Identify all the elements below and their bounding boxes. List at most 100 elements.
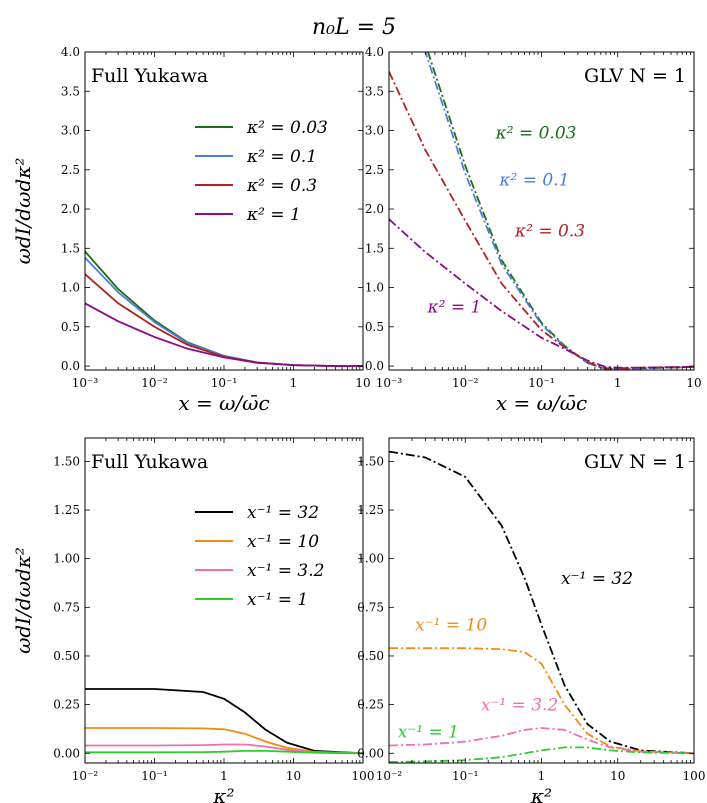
series-line-0 bbox=[85, 688, 363, 755]
panel-label: GLV N = 1 bbox=[584, 65, 686, 87]
y-tick-label: 0.50 bbox=[357, 649, 384, 663]
legend-label-2: x⁻¹ = 3.2 bbox=[247, 561, 324, 581]
series-line-1 bbox=[424, 52, 694, 370]
series-label-1: κ² = 0.1 bbox=[498, 170, 569, 190]
x-tick-label: 100 bbox=[352, 769, 375, 783]
y-tick-label: 0.00 bbox=[357, 746, 384, 760]
y-tick-label: 3.5 bbox=[61, 84, 80, 98]
y-tick-label: 0.75 bbox=[357, 600, 384, 614]
legend-label-2: κ² = 0.3 bbox=[246, 176, 317, 196]
series-label-3: x⁻¹ = 1 bbox=[398, 723, 459, 743]
series-group bbox=[389, 52, 694, 370]
y-tick-label: 1.00 bbox=[53, 552, 80, 566]
series-label-0: x⁻¹ = 32 bbox=[561, 569, 633, 589]
x-tick-label: 1 bbox=[614, 376, 622, 390]
x-tick-label: 10 bbox=[355, 376, 370, 390]
y-axis-label: ωdI/dωdκ² bbox=[11, 158, 35, 265]
panel-top-left: 10⁻³ 10⁻² 10⁻¹ 1 10 0.0 0.5 1.0 1.5 2.0 2.5 3.0 3.5 4… bbox=[11, 45, 371, 415]
x-axis-label: κ² bbox=[212, 784, 234, 803]
series-line-1 bbox=[85, 727, 363, 755]
y-tick-label: 3.0 bbox=[365, 124, 384, 138]
y-tick-label: 0.00 bbox=[53, 746, 80, 760]
y-tick-label: 1.0 bbox=[365, 281, 384, 295]
series-label-1: x⁻¹ = 10 bbox=[415, 616, 487, 636]
series-line-3 bbox=[85, 750, 363, 755]
y-tick-label: 2.0 bbox=[365, 202, 384, 216]
y-tick-label: 1.50 bbox=[357, 454, 384, 468]
x-tick-label: 100 bbox=[683, 769, 706, 783]
y-tick-label: 0.25 bbox=[357, 698, 384, 712]
y-tick-label: 4.0 bbox=[61, 45, 80, 59]
y-tick-label: 3.0 bbox=[61, 124, 80, 138]
axes-frame bbox=[84, 51, 364, 371]
series-line-0 bbox=[389, 450, 694, 755]
y-axis-label: ωdI/dωdκ² bbox=[11, 547, 35, 654]
legend-label-1: x⁻¹ = 10 bbox=[247, 532, 319, 552]
series-group bbox=[85, 688, 363, 755]
panel-bottom-left: 10⁻² 10⁻¹ 1 10 100 0.00 0.25 0.50 0.75 1.00 1.25 1.… bbox=[11, 437, 375, 803]
y-tick-label: 0.0 bbox=[61, 359, 80, 373]
y-tick-label: 1.5 bbox=[61, 241, 80, 255]
x-tick-label: 10 bbox=[610, 769, 625, 783]
x-tick-label: 10⁻¹ bbox=[141, 769, 167, 783]
x-tick-label: 10⁻² bbox=[141, 376, 168, 390]
y-tick-label: 2.5 bbox=[61, 163, 80, 177]
series-group bbox=[85, 250, 363, 367]
series-group bbox=[389, 450, 694, 763]
series-line-2 bbox=[85, 273, 363, 367]
series-line-1 bbox=[389, 647, 694, 755]
panel-top-right: 10⁻³ 10⁻² 10⁻¹ 1 10 0.0 0.5 1.0 1.5 2.0 2.5 3.0 3.5 4… bbox=[365, 45, 702, 415]
y-tick-label: 1.25 bbox=[53, 503, 80, 517]
x-tick-label: 10 bbox=[286, 769, 301, 783]
series-label-2: x⁻¹ = 3.2 bbox=[481, 695, 558, 715]
x-tick-label: 10⁻² bbox=[376, 769, 403, 783]
axes-frame bbox=[84, 437, 364, 764]
x-axis-label: κ² bbox=[530, 784, 552, 803]
legend-label-0: x⁻¹ = 32 bbox=[247, 503, 319, 523]
panel-bottom-right: 10⁻² 10⁻¹ 1 10 100 0.00 0.25 0.50 0.75 1.00 1.25 1.… bbox=[357, 437, 706, 803]
y-tick-label: 2.5 bbox=[365, 163, 384, 177]
y-tick-label: 1.25 bbox=[357, 503, 384, 517]
y-tick-label: 0.75 bbox=[53, 600, 80, 614]
x-tick-label: 1 bbox=[220, 769, 228, 783]
legend-label-0: κ² = 0.03 bbox=[246, 118, 328, 138]
x-tick-label: 10⁻² bbox=[452, 376, 479, 390]
y-tick-label: 1.50 bbox=[53, 454, 80, 468]
legend-label-1: κ² = 0.1 bbox=[246, 147, 317, 167]
x-tick-label: 10⁻¹ bbox=[211, 376, 237, 390]
panel-label: GLV N = 1 bbox=[584, 451, 686, 473]
series-label-3: κ² = 1 bbox=[427, 298, 482, 318]
series-line-2 bbox=[389, 71, 694, 370]
y-tick-label: 0.25 bbox=[53, 698, 80, 712]
y-tick-label: 0.5 bbox=[365, 320, 384, 334]
x-axis-label: x = ω/ω̄c bbox=[496, 391, 587, 415]
legend-label-3: κ² = 1 bbox=[246, 205, 301, 225]
x-tick-label: 10⁻¹ bbox=[452, 769, 478, 783]
panel-label: Full Yukawa bbox=[91, 65, 208, 87]
series-line-2 bbox=[389, 727, 694, 755]
panel-label: Full Yukawa bbox=[91, 451, 208, 473]
y-tick-label: 4.0 bbox=[365, 45, 384, 59]
y-tick-label: 2.0 bbox=[61, 202, 80, 216]
x-tick-label: 10⁻¹ bbox=[528, 376, 554, 390]
y-tick-label: 1.0 bbox=[61, 281, 80, 295]
series-line-1 bbox=[85, 257, 363, 367]
y-tick-label: 0.0 bbox=[365, 359, 384, 373]
y-tick-label: 3.5 bbox=[365, 84, 384, 98]
legend: κ² = 0.03 κ² = 0.1 κ² = 0.3 κ² = 1 bbox=[195, 118, 328, 225]
x-tick-label: 10⁻² bbox=[72, 769, 99, 783]
series-line-3 bbox=[85, 302, 363, 367]
x-tick-label: 10 bbox=[686, 376, 701, 390]
x-tick-label: 10⁻³ bbox=[72, 376, 99, 390]
y-tick-label: 1.5 bbox=[365, 241, 384, 255]
x-tick-label: 1 bbox=[290, 376, 298, 390]
legend-label-3: x⁻¹ = 1 bbox=[247, 590, 308, 610]
series-line-3 bbox=[389, 746, 694, 763]
y-tick-label: 0.5 bbox=[61, 320, 80, 334]
x-tick-label: 1 bbox=[538, 769, 546, 783]
x-tick-label: 10⁻³ bbox=[376, 376, 403, 390]
series-label-0: κ² = 0.03 bbox=[495, 123, 577, 143]
x-axis-label: x = ω/ω̄c bbox=[178, 391, 269, 415]
legend: x⁻¹ = 32 x⁻¹ = 10 x⁻¹ = 3.2 x⁻¹ = 1 bbox=[195, 503, 324, 610]
